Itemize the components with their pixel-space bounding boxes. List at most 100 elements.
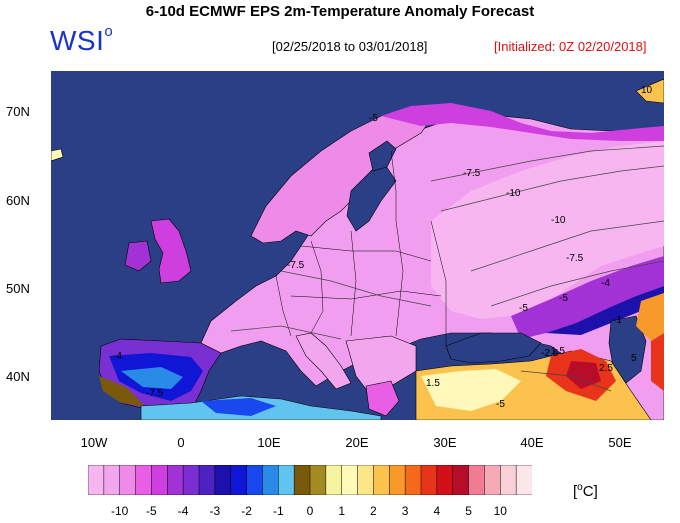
colorbar-swatch <box>325 465 343 495</box>
contour-c <box>470 220 664 272</box>
colorbar-swatch <box>341 465 359 495</box>
contour-label: -7.5 <box>566 253 584 264</box>
black-sea <box>445 332 542 364</box>
contour-f <box>230 325 342 340</box>
arctic-band <box>381 103 664 141</box>
colorbar-label: 5 <box>465 504 472 518</box>
initialized-label: [Initialized: 0Z 02/20/2018] <box>494 39 647 54</box>
wsi-logo: WSIo <box>50 22 114 57</box>
africa-blue <box>201 398 276 416</box>
contour-label: 5 <box>631 353 637 364</box>
iberia-brown <box>99 376 146 407</box>
border-d <box>395 220 404 337</box>
contour-label: 1.5 <box>551 346 565 357</box>
date-range: [02/25/2018 to 03/01/2018] <box>272 39 428 54</box>
border-b <box>310 240 324 334</box>
colorbar-swatch <box>151 465 168 495</box>
lon-tick-0: 0 <box>177 435 185 450</box>
contour-a <box>430 145 664 182</box>
contour-label: -10 <box>506 188 521 199</box>
contour-label: -2.5 <box>541 348 559 359</box>
arctic-coast-ocean <box>421 71 664 123</box>
land-balkans <box>345 335 417 394</box>
contour-label: -5 <box>559 293 568 304</box>
colorbar-swatch <box>484 465 501 495</box>
colorbar-swatch <box>214 465 232 495</box>
colorbar-swatch <box>436 465 454 495</box>
border-g <box>290 290 442 300</box>
lat-tick-60n: 60N <box>6 193 30 208</box>
contour-label: 1.5 <box>426 378 440 389</box>
colorbar-label: -3 <box>209 504 221 518</box>
contour-label: 10 <box>641 85 653 96</box>
iberia-lightblue <box>121 367 183 389</box>
land-novaya-fragment <box>635 78 664 104</box>
land-uk <box>150 218 192 284</box>
border-h <box>390 150 397 221</box>
border-e <box>430 220 447 346</box>
lon-tick-20e: 20E <box>345 435 369 450</box>
colorbar-swatch <box>246 465 263 495</box>
lon-tick-40e: 40E <box>520 435 544 450</box>
contour-g <box>520 370 612 392</box>
colorbar-swatch <box>404 465 422 495</box>
border-f <box>300 245 432 262</box>
turkey-light <box>421 369 521 411</box>
gulf-of-bothnia <box>368 140 397 172</box>
lon-tick-10e: 10E <box>257 435 281 450</box>
colorbar-swatch <box>103 465 121 495</box>
contour-label: -5 <box>369 113 378 124</box>
colorbar-swatch <box>500 465 517 495</box>
land-italy <box>295 332 352 390</box>
contour-label: -5 <box>496 399 505 410</box>
lon-tick-50e: 50E <box>608 435 632 450</box>
colorbar-swatch <box>182 465 200 495</box>
contour-label: -4 <box>601 278 610 289</box>
contour-b <box>440 165 664 212</box>
caucasus-dark <box>566 361 601 389</box>
purple-band <box>511 256 664 339</box>
colorbar-swatch <box>262 465 279 495</box>
colorbar-swatch <box>278 465 295 495</box>
colorbar-label: -10 <box>111 504 129 518</box>
contour-label: -1 <box>613 315 622 326</box>
logo-mark: o <box>104 22 114 40</box>
contour-label: -10 <box>551 215 566 226</box>
colorbar-label: -1 <box>272 504 284 518</box>
lat-tick-70n: 70N <box>6 104 30 119</box>
unit-tail: C] <box>582 483 598 500</box>
colorbar-label: 4 <box>433 504 441 518</box>
contour-label: -5 <box>519 303 528 314</box>
lat-tick-50n: 50N <box>6 281 30 296</box>
colorbar-swatch <box>167 465 184 495</box>
unit-label: [oC] <box>573 482 598 500</box>
border-c <box>350 230 357 337</box>
unit-open: [ <box>573 483 578 500</box>
land-greece <box>365 380 400 417</box>
borders <box>275 150 447 346</box>
contour-d <box>490 260 664 307</box>
lon-tick-10w: 10W <box>80 435 108 450</box>
colorbar-label: -4 <box>177 504 189 518</box>
land-ireland <box>124 240 152 272</box>
colorbar-label: 10 <box>493 504 507 518</box>
colorbar-label: 3 <box>401 504 409 518</box>
contour-label-group: -5 -7.5 -10 -10 -7.5 -5 -7.5 -5 -4 -2.5 … <box>113 85 653 410</box>
east-orange <box>636 293 664 341</box>
colorbar-swatch <box>373 465 390 495</box>
contour-label: -7.5 <box>463 168 481 179</box>
colorbar-swatch <box>119 465 137 495</box>
colorbar-label: 0 <box>306 504 314 518</box>
colorbar-swatch <box>420 465 438 495</box>
chart-title: 6-10d ECMWF EPS 2m-Temperature Anomaly F… <box>145 3 535 20</box>
contour-label: -7.5 <box>287 260 305 271</box>
east-red <box>651 333 664 391</box>
contour-e <box>280 270 432 307</box>
contour-label: 2.5 <box>599 363 613 374</box>
contour-label: -7.5 <box>146 388 164 399</box>
colorbar-label: 1 <box>338 504 346 518</box>
colorbar-swatch <box>468 465 485 495</box>
blue-band <box>546 286 664 335</box>
anomaly-map: -5 -7.5 -10 -10 -7.5 -5 -7.5 -5 -4 -2.5 … <box>51 71 664 420</box>
cold-core <box>431 141 664 319</box>
